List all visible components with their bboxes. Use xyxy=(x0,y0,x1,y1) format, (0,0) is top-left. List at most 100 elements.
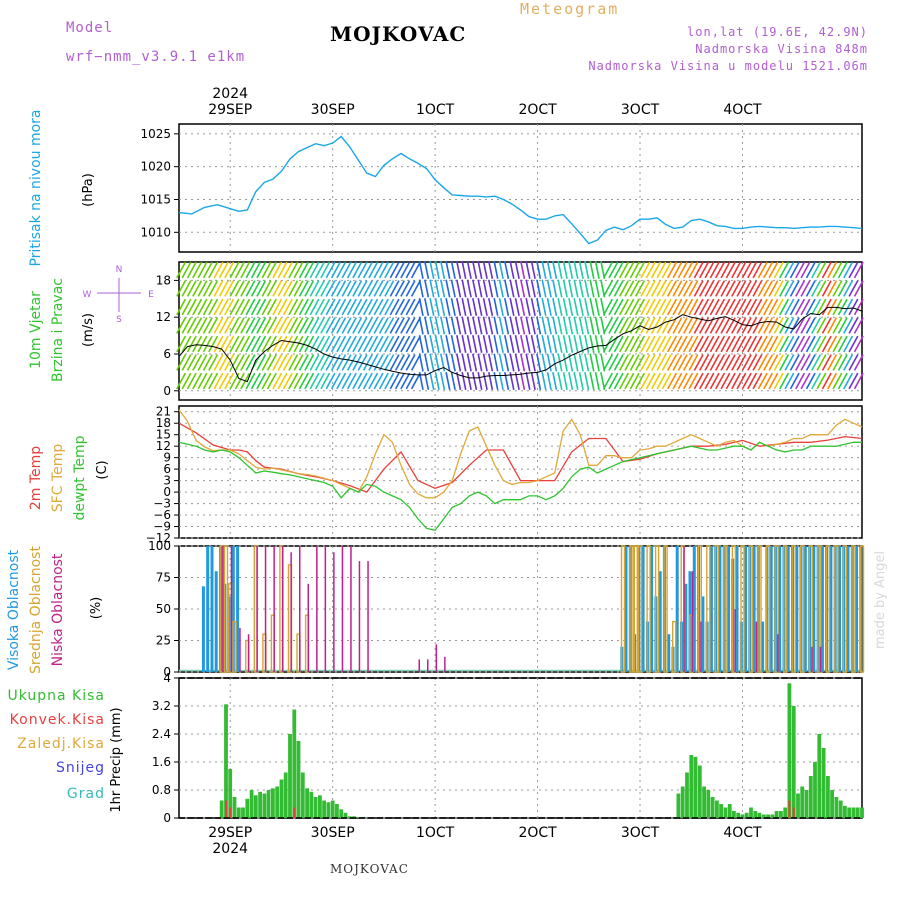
wind-barb-484 xyxy=(546,279,552,298)
wind-barb-488 xyxy=(546,353,552,372)
wind-barb-263 xyxy=(373,335,384,353)
wind-barb-210 xyxy=(336,261,347,279)
wind-barb-399 xyxy=(482,261,488,279)
wind-barb-612 xyxy=(640,317,651,334)
wind-barb-895 xyxy=(853,372,864,390)
wind-barb-215 xyxy=(336,354,347,371)
wind-barb-806 xyxy=(789,280,800,297)
wind-barb-482 xyxy=(541,372,547,390)
wind-barb-221 xyxy=(341,335,352,353)
wind-barb-306 xyxy=(405,354,416,371)
cloud-mid-bar-14 xyxy=(633,545,638,673)
ytick-label-4-5: 4 xyxy=(163,671,171,685)
wind-barb-439 xyxy=(509,353,515,372)
wind-barb-457 xyxy=(525,298,531,316)
wind-barb-341 xyxy=(434,353,440,372)
wind-barb-77 xyxy=(234,261,245,279)
wind-barb-366 xyxy=(456,298,462,316)
wind-barb-78 xyxy=(234,280,245,297)
wind-barb-614 xyxy=(640,354,651,371)
wind-barb-831 xyxy=(805,354,816,371)
wind-barb-522 xyxy=(573,335,579,353)
wind-barb-429 xyxy=(504,298,510,316)
wind-barb-812 xyxy=(795,261,806,279)
wind-barb-244 xyxy=(357,372,368,390)
wind-barb-859 xyxy=(827,354,838,371)
wind-barb-236 xyxy=(352,354,363,371)
wind-barb-513 xyxy=(568,298,574,316)
wind-barb-650 xyxy=(666,372,678,390)
ytick-label-4-4: 3.2 xyxy=(152,699,171,713)
wind-barb-826 xyxy=(805,261,816,279)
wind-barb-402 xyxy=(482,316,488,335)
wind-barb-875 xyxy=(843,261,854,279)
wind-barb-150 xyxy=(288,317,299,334)
wind-barb-562 xyxy=(602,298,614,316)
wind-barb-203 xyxy=(330,261,341,279)
wind-barb-468 xyxy=(530,372,536,390)
wind-barb-281 xyxy=(389,280,400,297)
wind-barb-561 xyxy=(602,280,614,297)
wind-barb-700 xyxy=(709,261,720,279)
wind-barb-320 xyxy=(418,353,424,372)
wind-barb-286 xyxy=(389,372,400,390)
precip-total-bar-44 xyxy=(715,800,719,818)
wind-barb-675 xyxy=(688,317,699,334)
wind-barb-258 xyxy=(368,372,379,390)
wind-barbs xyxy=(176,261,864,390)
wind-barb-789 xyxy=(773,354,784,371)
wind-barb-519 xyxy=(573,279,579,298)
wind-barb-296 xyxy=(400,298,411,316)
wind-barb-369 xyxy=(456,353,462,372)
wind-barb-348 xyxy=(440,353,446,372)
wind-barb-707 xyxy=(714,261,726,279)
wind-barb-4 xyxy=(176,335,187,353)
wind-barb-776 xyxy=(763,372,774,390)
wind-barb-753 xyxy=(747,335,758,353)
wind-barb-137 xyxy=(277,335,288,353)
model-name: wrf−nmm_v3.9.1 e1km xyxy=(66,49,246,65)
precip-total-bar-65 xyxy=(804,790,809,818)
wind-barb-606 xyxy=(634,335,646,353)
precip-legend-2: Zaledj.Kisa xyxy=(17,736,105,752)
wind-barb-841 xyxy=(816,280,827,297)
wind-barb-449 xyxy=(520,279,526,298)
wind-barb-329 xyxy=(429,261,435,279)
wind-barb-240 xyxy=(357,298,368,316)
wind-barb-173 xyxy=(304,354,315,371)
cloud-low-bar-4 xyxy=(256,546,258,672)
wind-barb-768 xyxy=(757,354,768,371)
wind-barb-635 xyxy=(656,354,667,371)
wind-barb-261 xyxy=(373,298,384,316)
wind-barb-178 xyxy=(309,317,320,334)
ytick-label-0-1: 1015 xyxy=(140,192,171,206)
wind-barb-456 xyxy=(525,279,531,298)
wind-barb-71 xyxy=(229,280,240,297)
wind-barb-318 xyxy=(418,316,424,335)
wind-barb-786 xyxy=(773,298,784,316)
wind-barb-486 xyxy=(546,316,552,335)
wind-barb-209 xyxy=(330,372,341,390)
precip-total-bar-64 xyxy=(800,786,805,818)
wind-barb-504 xyxy=(562,261,568,279)
wind-barb-625 xyxy=(650,298,662,316)
ytick-label-4-1: 0.8 xyxy=(152,783,171,797)
wind-barb-467 xyxy=(530,353,536,372)
wind-barb-308 xyxy=(410,261,421,279)
wind-barb-823 xyxy=(800,335,811,353)
wind-barb-580 xyxy=(613,372,624,390)
wind-barb-670 xyxy=(682,354,694,371)
wind-barb-98 xyxy=(250,261,261,279)
wind-barb-8 xyxy=(181,280,192,297)
wind-barb-157 xyxy=(293,317,304,334)
wind-barb-601 xyxy=(629,372,640,390)
wind-barb-254 xyxy=(368,298,379,316)
wind-barb-291 xyxy=(394,335,405,353)
wind-barb-616 xyxy=(645,261,656,279)
wind-barb-353 xyxy=(445,316,451,335)
wind-barb-391 xyxy=(472,372,478,390)
wind-barb-477 xyxy=(541,279,547,298)
wind-barb-524 xyxy=(573,372,579,390)
wind-barb-663 xyxy=(677,354,688,371)
wind-barb-441 xyxy=(514,261,520,279)
